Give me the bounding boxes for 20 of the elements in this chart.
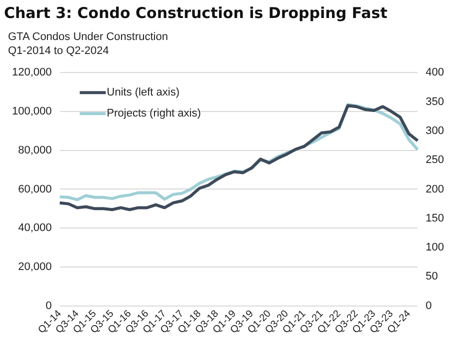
y-tick-label: 60,000 xyxy=(18,183,52,196)
legend-label: Projects (right axis) xyxy=(106,108,201,120)
y2-tick-label: 400 xyxy=(426,66,444,79)
y-tick-label: 120,000 xyxy=(12,66,52,79)
y2-tick-label: 150 xyxy=(426,212,444,224)
y2-tick-label: 50 xyxy=(426,270,438,283)
legend-label: Units (left axis) xyxy=(106,86,180,99)
y2-tick-label: 200 xyxy=(426,183,444,196)
y-tick-label: 80,000 xyxy=(18,144,52,156)
y2-tick-label: 0 xyxy=(426,300,432,312)
chart-title: Chart 3: Condo Construction is Dropping Fast xyxy=(4,4,388,22)
y-tick-label: 40,000 xyxy=(18,222,52,234)
y-tick-label: 0 xyxy=(46,300,52,312)
chart-subtitle: GTA Condos Under Construction Q1-2014 to Q2-2024 xyxy=(8,30,169,58)
y2-tick-label: 100 xyxy=(426,242,444,254)
y2-tick-label: 350 xyxy=(426,96,444,108)
y-tick-label: 20,000 xyxy=(18,261,52,274)
y2-tick-label: 250 xyxy=(426,154,444,166)
y-tick-label: 100,000 xyxy=(12,106,52,118)
y2-tick-label: 300 xyxy=(426,124,444,137)
